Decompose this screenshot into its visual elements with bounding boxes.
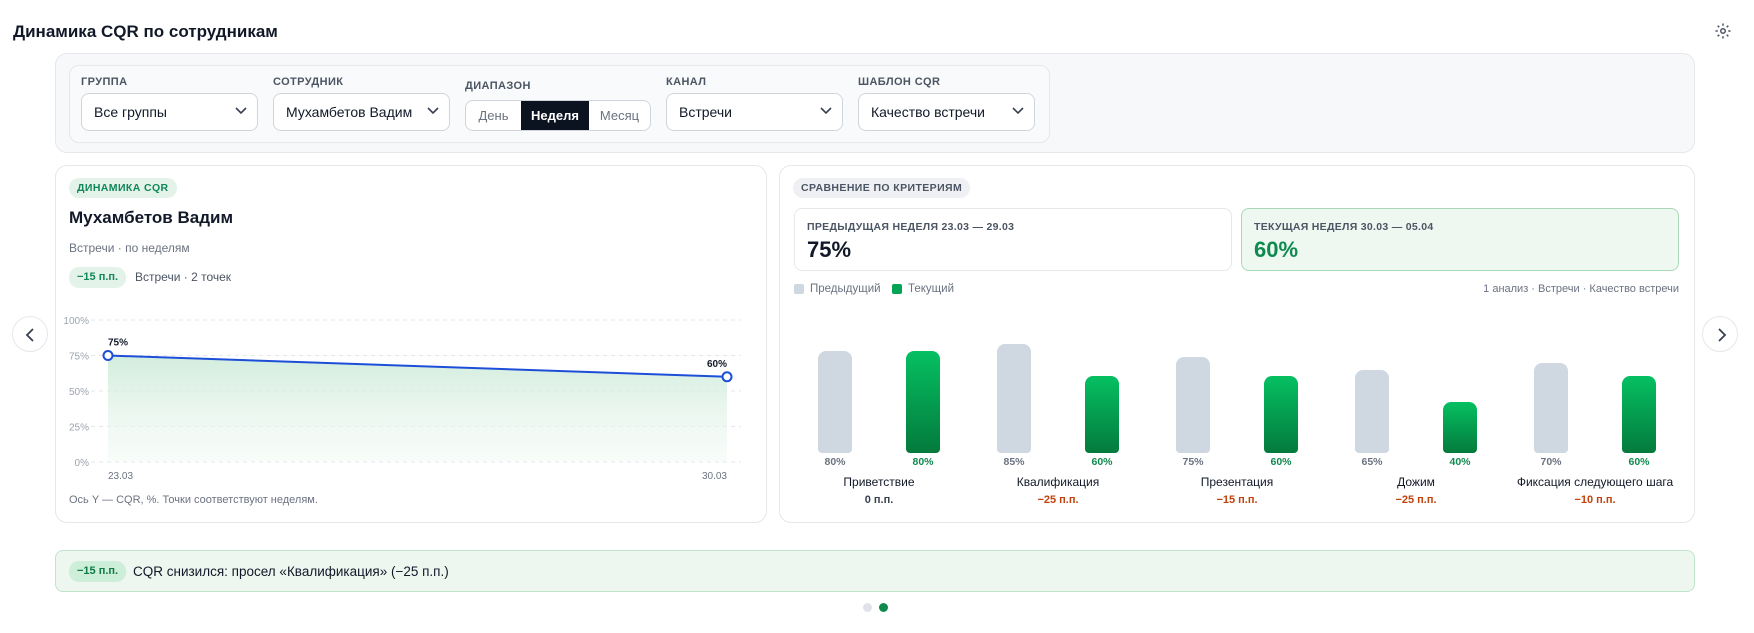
previous-period-box: ПРЕДЫДУЩАЯ НЕДЕЛЯ 23.03 — 29.03 75% xyxy=(794,208,1232,271)
dynamics-tag: ДИНАМИКА CQR xyxy=(69,178,177,198)
pagination-dots xyxy=(863,603,888,612)
chevron-down-icon xyxy=(427,107,439,115)
series-line xyxy=(107,354,728,378)
prev-slide-button[interactable] xyxy=(12,316,48,352)
employee-select[interactable]: Мухамбетов Вадим xyxy=(273,93,450,131)
y-tick-label: 100% xyxy=(63,316,89,327)
range-option-day[interactable]: День xyxy=(478,108,509,123)
legend-previous-label: Предыдущий xyxy=(810,283,881,295)
chevron-down-icon xyxy=(235,107,247,115)
data-label: 75% xyxy=(108,338,128,349)
cqr-line-chart: 0% 25% 50% 75% 100% 75% 23.03 60% 30.03 xyxy=(63,316,741,482)
template-select[interactable]: Качество встречи xyxy=(858,93,1035,131)
next-slide-button[interactable] xyxy=(1702,316,1738,352)
y-tick-label: 50% xyxy=(69,387,89,398)
chevron-left-icon xyxy=(25,328,34,342)
group-select-value: Все группы xyxy=(94,104,167,120)
gear-icon[interactable] xyxy=(1714,22,1732,40)
pagination-dot-1[interactable] xyxy=(863,603,872,612)
range-option-week[interactable]: Неделя xyxy=(521,101,589,130)
legend-current-label: Текущий xyxy=(908,283,954,295)
comparison-meta: 1 анализ · Встречи · Качество встречи xyxy=(1483,283,1679,295)
employee-select-value: Мухамбетов Вадим xyxy=(286,104,413,120)
chevron-down-icon xyxy=(820,107,832,115)
previous-period-value: 75% xyxy=(807,237,852,262)
legend-swatch-current xyxy=(892,284,902,294)
previous-period-label: ПРЕДЫДУЩАЯ НЕДЕЛЯ 23.03 — 29.03 xyxy=(807,221,1015,233)
current-period-value: 60% xyxy=(1254,237,1299,262)
comparison-tag: СРАВНЕНИЕ ПО КРИТЕРИЯМ xyxy=(793,178,971,198)
group-select[interactable]: Все группы xyxy=(81,93,258,131)
range-toggle: День Неделя Месяц xyxy=(465,100,651,131)
axis-note: Ось Y — CQR, %. Точки соответствуют неде… xyxy=(69,494,318,506)
range-option-month[interactable]: Месяц xyxy=(599,108,640,123)
employee-label: СОТРУДНИК xyxy=(273,76,344,88)
channel-select-value: Встречи xyxy=(679,104,732,120)
legend-swatch-previous xyxy=(794,284,804,294)
delta-note: Встречи · 2 точек xyxy=(135,270,232,284)
channel-label: КАНАЛ xyxy=(666,76,707,88)
page-title: Динамика CQR по сотрудникам xyxy=(13,22,278,41)
y-tick-label: 75% xyxy=(69,352,89,363)
current-period-label: ТЕКУЩАЯ НЕДЕЛЯ 30.03 — 05.04 xyxy=(1254,221,1434,233)
chevron-right-icon xyxy=(1718,328,1727,342)
legend-current: Текущий xyxy=(892,283,954,295)
x-tick-label: 23.03 xyxy=(108,471,133,482)
chevron-down-icon xyxy=(1012,107,1024,115)
delta-badge: −15 п.п. xyxy=(69,267,127,288)
dynamics-subtitle: Встречи · по неделям xyxy=(69,241,190,255)
area-fill xyxy=(108,355,727,462)
banner-delta-badge: −15 п.п. xyxy=(69,561,127,582)
y-tick-label: 25% xyxy=(69,423,89,434)
data-label: 60% xyxy=(707,359,727,370)
summary-banner: −15 п.п. CQR снизился: просел «Квалифика… xyxy=(55,550,1695,592)
y-tick-label: 0% xyxy=(75,458,90,469)
data-point xyxy=(721,371,733,383)
range-label: ДИАПАЗОН xyxy=(465,80,531,92)
current-period-box: ТЕКУЩАЯ НЕДЕЛЯ 30.03 — 05.04 60% xyxy=(1241,208,1679,271)
legend-previous: Предыдущий xyxy=(794,283,881,295)
pagination-dot-2[interactable] xyxy=(879,603,888,612)
channel-select[interactable]: Встречи xyxy=(666,93,843,131)
template-select-value: Качество встречи xyxy=(871,104,985,120)
x-tick-label: 30.03 xyxy=(702,471,727,482)
dynamics-card xyxy=(55,165,767,523)
template-label: ШАБЛОН CQR xyxy=(858,76,941,88)
employee-name: Мухамбетов Вадим xyxy=(69,208,234,227)
data-point xyxy=(102,350,114,361)
banner-text: CQR снизился: просел «Квалификация» (−25… xyxy=(133,564,449,579)
group-label: ГРУППА xyxy=(81,76,128,88)
